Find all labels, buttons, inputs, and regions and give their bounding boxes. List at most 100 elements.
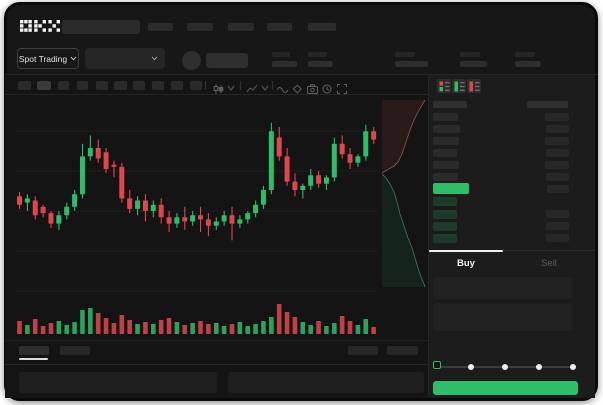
line-tool-icon[interactable] [276,81,289,99]
footer-tab[interactable] [60,346,90,355]
slider-stop[interactable] [570,364,576,370]
nav-pill[interactable] [308,23,336,31]
chart-footer-divider [5,340,428,341]
bid-row-price[interactable] [433,210,457,219]
timeframe-pill[interactable] [58,81,69,90]
bid-row-price[interactable] [433,234,457,243]
buy-button[interactable] [433,381,578,395]
nav-pill[interactable] [148,23,173,31]
timeframe-pill[interactable] [133,81,145,90]
depth-overlay [381,99,426,288]
active-tab-underline [19,358,48,360]
timeframe-pill[interactable] [190,81,202,90]
ask-row-price[interactable] [433,161,459,169]
fullscreen-icon[interactable] [337,81,347,99]
asks-book-icon[interactable] [467,79,481,93]
ask-row-price[interactable] [433,149,457,157]
footer-tab[interactable] [19,346,49,355]
candlestick-chart[interactable] [15,96,428,340]
ask-row-amount [546,125,569,133]
bids-book-icon[interactable] [452,79,466,93]
stat-value-placeholder [515,61,541,67]
timeframe-pill[interactable] [18,81,31,90]
footer-divider [5,364,428,365]
ask-row-amount [546,149,569,157]
candles-layer [17,122,377,241]
stat-value-placeholder [460,61,487,67]
slider-stop[interactable] [502,364,508,370]
draw-tool-icon[interactable] [292,81,303,99]
volume-layer [17,304,376,334]
search-input[interactable] [62,20,140,34]
trade-tabs: Buy Sell [429,250,595,273]
chevron-down-icon [151,56,158,61]
orderbook-header-amount [527,101,568,108]
slider-stop[interactable] [468,364,474,370]
stat-label-placeholder [395,52,415,57]
timeframe-pill[interactable] [37,81,51,90]
bid-row-amount [546,210,569,218]
chart-section [5,75,428,398]
bid-row-price[interactable] [433,197,457,206]
amount-input[interactable] [433,303,573,331]
chevron-down-icon [70,56,77,61]
market-type-label: Spot Trading [18,53,68,64]
stat-label-placeholder [308,52,327,57]
stat-value-placeholder [308,61,333,67]
timeframe-pill[interactable] [152,81,164,90]
pair-selector-dropdown[interactable] [85,48,165,69]
toolbar-separator [272,81,273,90]
combined-book-icon[interactable] [437,79,451,93]
nav-pill[interactable] [187,23,213,31]
ask-row-price[interactable] [433,125,460,133]
footer-action[interactable] [348,346,378,355]
price-input[interactable] [433,277,573,299]
candle-style-dropdown[interactable] [213,81,235,99]
bid-row-price[interactable] [433,222,457,231]
slider-stop[interactable] [536,364,542,370]
last-price-placeholder [206,53,248,68]
timeframe-pill[interactable] [114,81,127,90]
timeframe-pill[interactable] [171,81,183,90]
ask-row-price[interactable] [433,173,458,181]
order-history-panel [228,372,424,393]
ask-row-amount [546,173,569,181]
open-orders-panel [19,372,217,393]
nav-pill[interactable] [228,23,254,31]
stat-label-placeholder [272,52,290,57]
market-type-dropdown[interactable]: Spot Trading [17,48,79,69]
camera-icon[interactable] [307,81,318,99]
bid-row-amount [546,222,569,230]
slider-handle[interactable] [433,361,441,369]
ask-row-amount [545,137,569,145]
stat-label-placeholder [460,52,480,57]
okx-logo[interactable] [20,20,60,38]
bid-row-amount [546,234,569,242]
stat-label-placeholder [515,52,535,57]
toolbar-separator [205,81,206,90]
pair-icon[interactable] [182,51,201,70]
timeframe-pill[interactable] [96,81,108,90]
ask-row-price[interactable] [433,137,459,145]
tab-sell[interactable]: Sell [541,258,557,269]
stat-value-placeholder [395,61,428,67]
indicator-dropdown[interactable] [246,81,269,99]
ask-row-amount [547,185,569,193]
orderbook-header-price [433,101,467,108]
footer-action[interactable] [387,346,418,355]
active-tab-indicator [429,250,503,252]
timeframe-pill[interactable] [77,81,88,90]
toolbar-separator [240,81,241,90]
ask-row-price[interactable] [433,113,458,121]
tab-buy[interactable]: Buy [457,258,475,269]
history-icon[interactable] [322,81,332,99]
stat-value-placeholder [272,61,297,67]
nav-pill[interactable] [267,23,292,31]
last-price-bar [433,183,469,194]
